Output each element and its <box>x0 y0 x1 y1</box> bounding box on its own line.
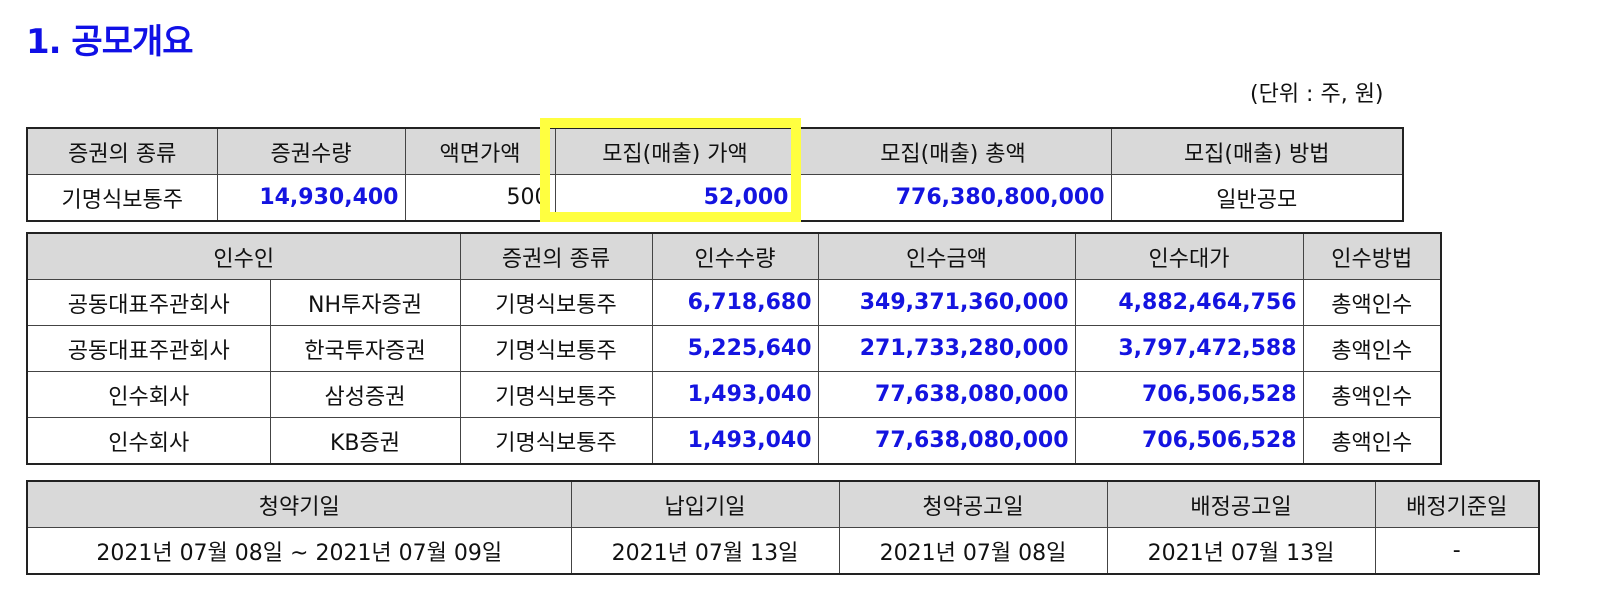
underwriter-name-cell: 한국투자증권 <box>269 325 461 372</box>
payment-date-cell: 2021년 07월 13일 <box>570 527 840 575</box>
header-offer-price: 모집(매출) 가액 <box>554 127 796 175</box>
offer-price-cell: 52,000 <box>554 174 796 222</box>
security-quantity-cell: 14,930,400 <box>216 174 406 222</box>
underwriter-role-cell: 공동대표주관회사 <box>26 325 271 372</box>
underwriter-role-cell: 인수회사 <box>26 417 271 465</box>
underwrite-quantity-cell: 1,493,040 <box>651 371 819 418</box>
underwrite-method-cell: 총액인수 <box>1302 371 1442 418</box>
security-type-cell: 기명식보통주 <box>26 174 218 222</box>
face-value-cell: 500 <box>404 174 556 222</box>
header-underwrite-method: 인수방법 <box>1302 232 1442 280</box>
table-row: 인수회사 KB증권 기명식보통주 1,493,040 77,638,080,00… <box>26 417 1442 465</box>
underwrite-fee-cell: 3,797,472,588 <box>1074 325 1304 372</box>
header-security-type: 증권의 종류 <box>459 232 653 280</box>
subscription-date-cell: 2021년 07월 08일 ~ 2021년 07월 09일 <box>26 527 572 575</box>
underwrite-fee-cell: 706,506,528 <box>1074 371 1304 418</box>
header-subscription-date: 청약기일 <box>26 480 572 528</box>
section-title: 1. 공모개요 <box>26 22 194 62</box>
schedule-header-row: 청약기일 납입기일 청약공고일 배정공고일 배정기준일 <box>26 480 1540 528</box>
underwrite-amount-cell: 77,638,080,000 <box>817 417 1076 465</box>
underwrite-amount-cell: 77,638,080,000 <box>817 371 1076 418</box>
header-underwrite-fee: 인수대가 <box>1074 232 1304 280</box>
underwriter-header-row: 인수인 증권의 종류 인수수량 인수금액 인수대가 인수방법 <box>26 232 1442 280</box>
underwrite-method-cell: 총액인수 <box>1302 417 1442 465</box>
underwrite-quantity-cell: 1,493,040 <box>651 417 819 465</box>
header-face-value: 액면가액 <box>404 127 556 175</box>
underwrite-fee-cell: 4,882,464,756 <box>1074 279 1304 326</box>
subscription-notice-date-cell: 2021년 07월 08일 <box>838 527 1108 575</box>
underwriter-table: 인수인 증권의 종류 인수수량 인수금액 인수대가 인수방법 공동대표주관회사 … <box>26 232 1443 465</box>
underwriter-role-cell: 공동대표주관회사 <box>26 279 271 326</box>
underwrite-quantity-cell: 5,225,640 <box>651 325 819 372</box>
header-payment-date: 납입기일 <box>570 480 840 528</box>
security-type-cell: 기명식보통주 <box>459 371 653 418</box>
header-underwrite-quantity: 인수수량 <box>651 232 819 280</box>
underwrite-quantity-cell: 6,718,680 <box>651 279 819 326</box>
schedule-data-row: 2021년 07월 08일 ~ 2021년 07월 09일 2021년 07월 … <box>26 527 1540 575</box>
table-row: 공동대표주관회사 한국투자증권 기명식보통주 5,225,640 271,733… <box>26 325 1442 372</box>
security-type-cell: 기명식보통주 <box>459 325 653 372</box>
security-type-cell: 기명식보통주 <box>459 279 653 326</box>
header-offer-total: 모집(매출) 총액 <box>794 127 1112 175</box>
header-security-type: 증권의 종류 <box>26 127 218 175</box>
header-security-quantity: 증권수량 <box>216 127 406 175</box>
underwrite-method-cell: 총액인수 <box>1302 279 1442 326</box>
offer-total-cell: 776,380,800,000 <box>794 174 1112 222</box>
underwrite-fee-cell: 706,506,528 <box>1074 417 1304 465</box>
allotment-notice-date-cell: 2021년 07월 13일 <box>1106 527 1376 575</box>
underwrite-method-cell: 총액인수 <box>1302 325 1442 372</box>
table-row: 인수회사 삼성증권 기명식보통주 1,493,040 77,638,080,00… <box>26 371 1442 418</box>
schedule-table: 청약기일 납입기일 청약공고일 배정공고일 배정기준일 2021년 07월 08… <box>26 480 1540 575</box>
unit-note: (단위 : 주, 원) <box>1250 82 1384 107</box>
header-allotment-record-date: 배정기준일 <box>1374 480 1540 528</box>
header-underwrite-amount: 인수금액 <box>817 232 1076 280</box>
underwriter-name-cell: NH투자증권 <box>269 279 461 326</box>
offering-data-row: 기명식보통주 14,930,400 500 52,000 776,380,800… <box>26 174 1404 222</box>
underwrite-amount-cell: 271,733,280,000 <box>817 325 1076 372</box>
underwriter-role-cell: 인수회사 <box>26 371 271 418</box>
header-subscription-notice-date: 청약공고일 <box>838 480 1108 528</box>
allotment-record-date-cell: - <box>1374 527 1540 575</box>
header-offer-method: 모집(매출) 방법 <box>1110 127 1404 175</box>
offer-method-cell: 일반공모 <box>1110 174 1404 222</box>
offering-header-row: 증권의 종류 증권수량 액면가액 모집(매출) 가액 모집(매출) 총액 모집(… <box>26 127 1404 175</box>
table-row: 공동대표주관회사 NH투자증권 기명식보통주 6,718,680 349,371… <box>26 279 1442 326</box>
security-type-cell: 기명식보통주 <box>459 417 653 465</box>
underwriter-name-cell: KB증권 <box>269 417 461 465</box>
header-underwriter: 인수인 <box>26 232 461 280</box>
header-allotment-notice-date: 배정공고일 <box>1106 480 1376 528</box>
offering-table: 증권의 종류 증권수량 액면가액 모집(매출) 가액 모집(매출) 총액 모집(… <box>26 127 1404 222</box>
underwriter-name-cell: 삼성증권 <box>269 371 461 418</box>
underwrite-amount-cell: 349,371,360,000 <box>817 279 1076 326</box>
